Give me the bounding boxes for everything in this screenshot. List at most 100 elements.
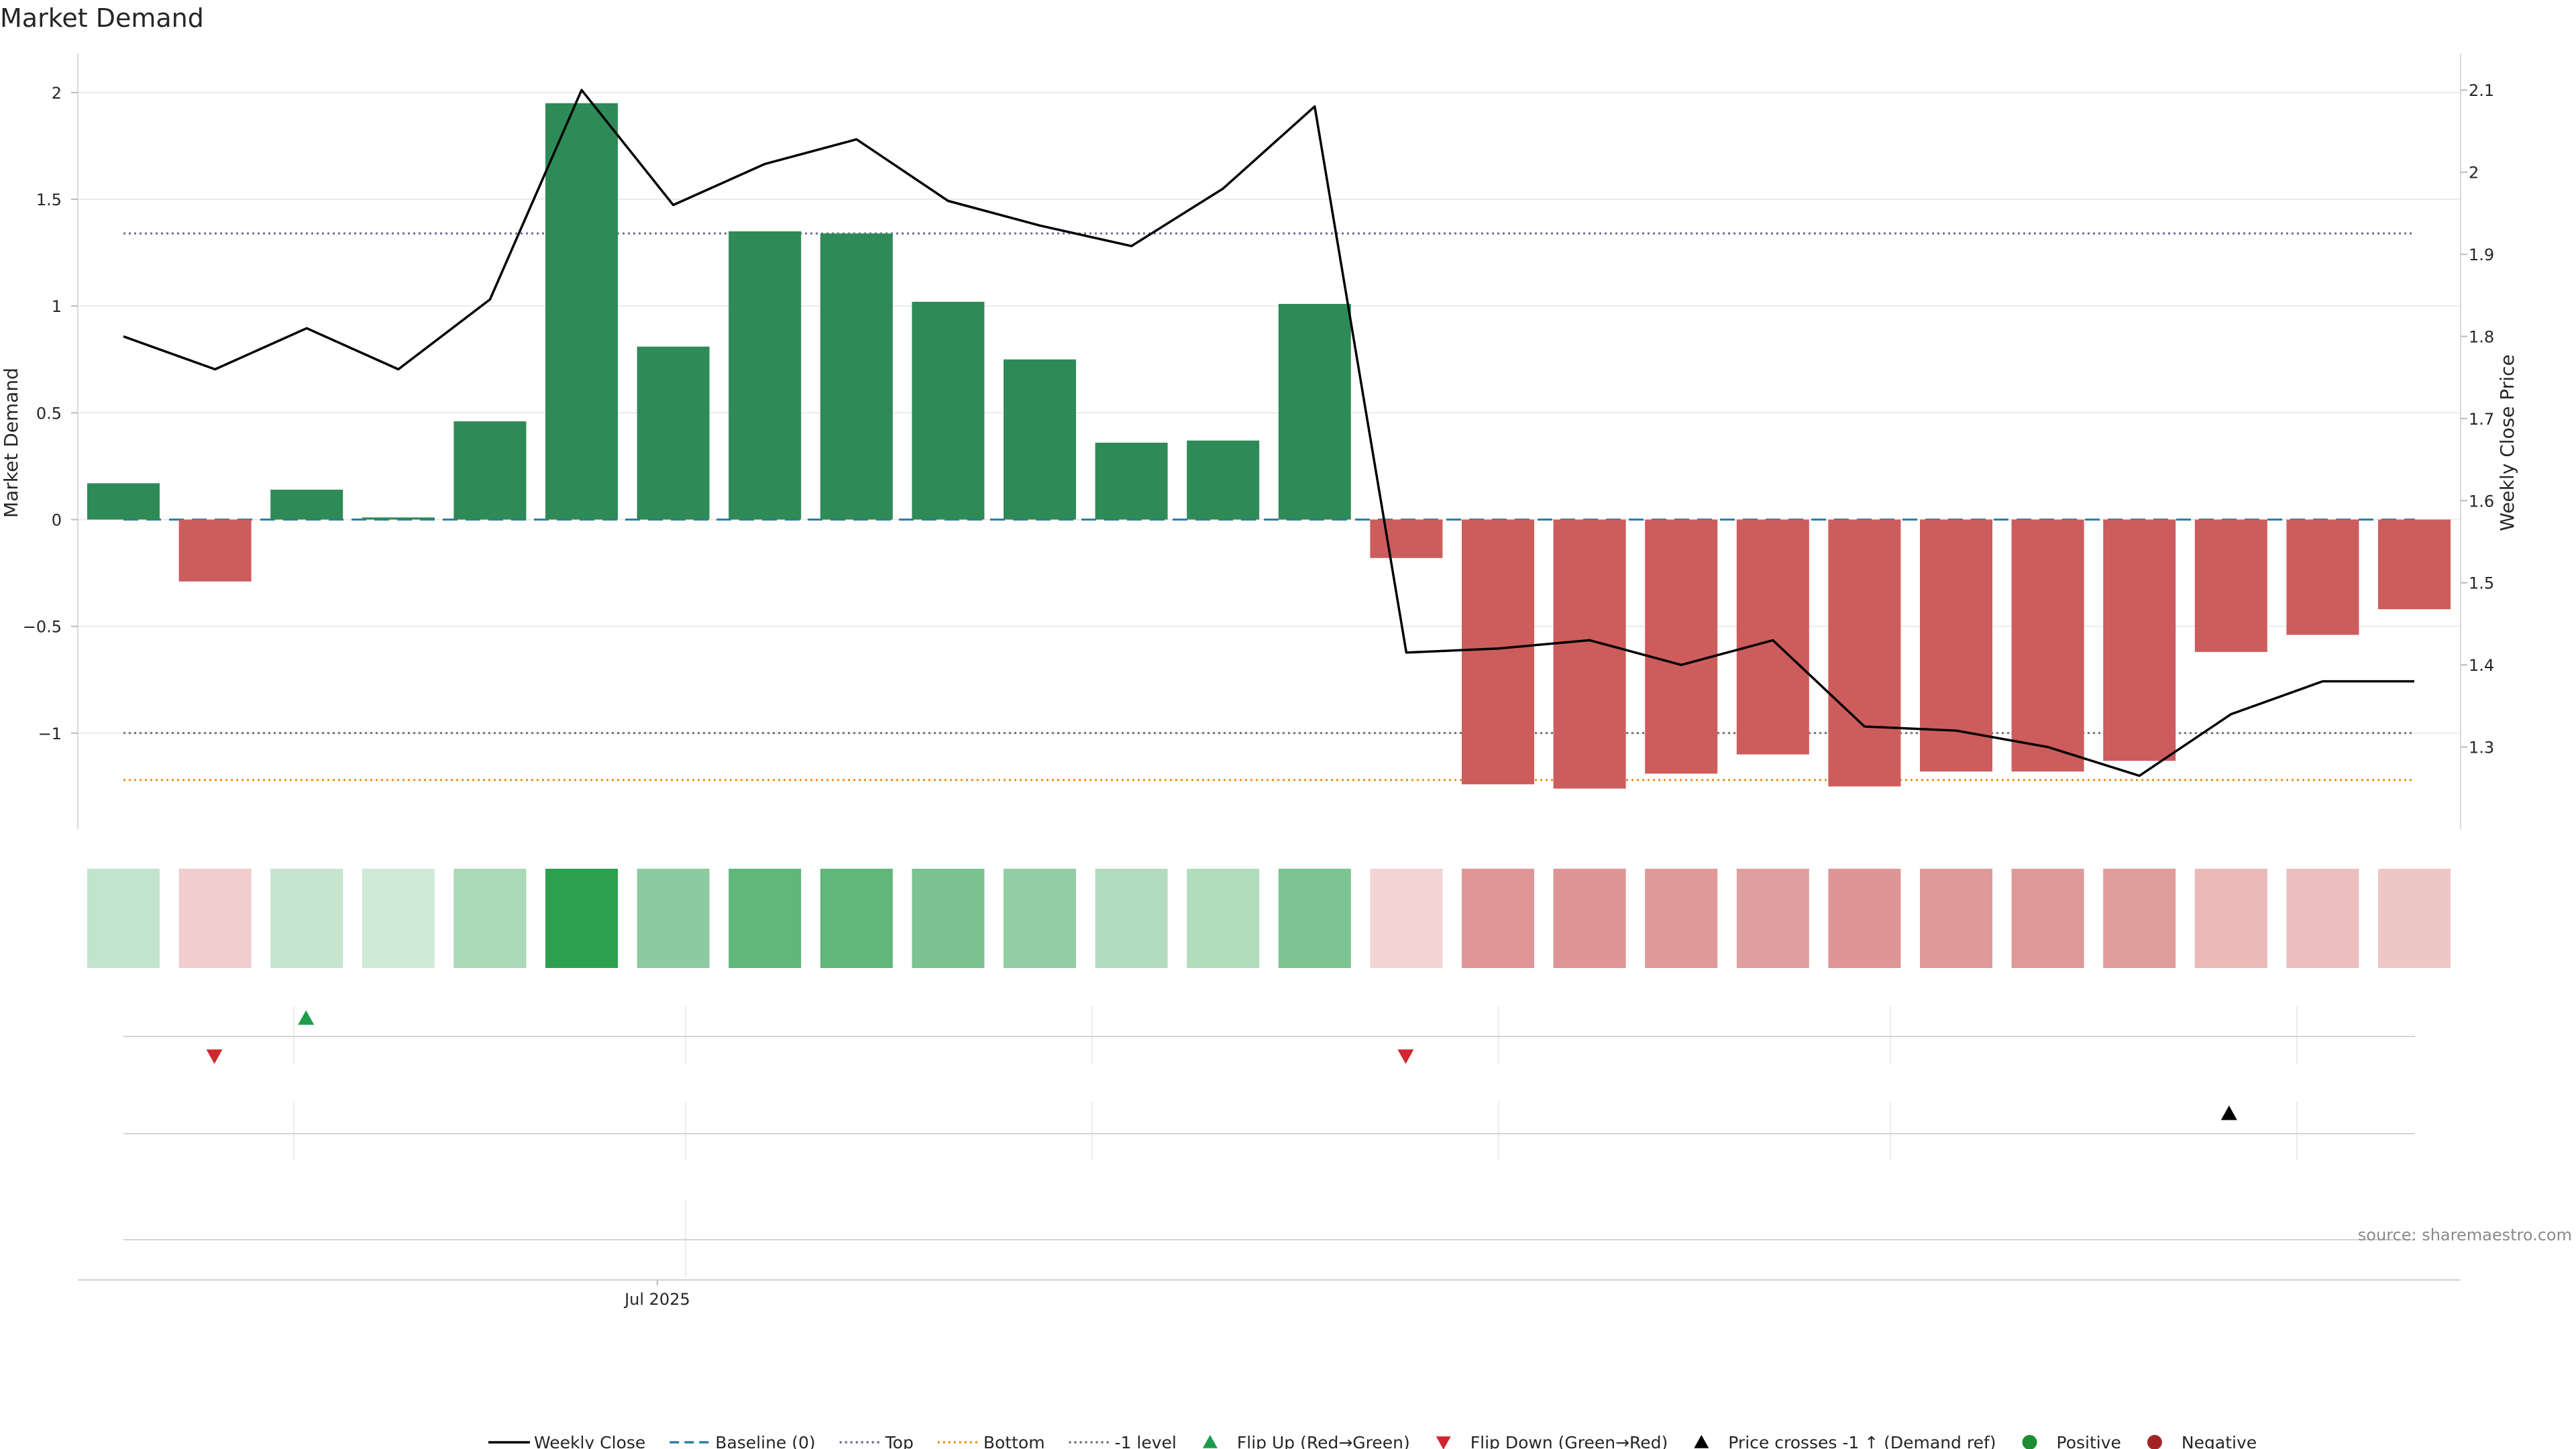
legend-item: Positive (2022, 1433, 2121, 1449)
demand-bar (729, 231, 802, 520)
left-tick-label: 0.5 (36, 404, 62, 423)
heatmap-cell (2286, 869, 2359, 968)
legend-label: Price crosses -1 ↑ (Demand ref) (1728, 1433, 1996, 1449)
heatmap-cell (178, 869, 252, 968)
heatmap-cell (2103, 869, 2176, 968)
demand-bar (1095, 442, 1168, 520)
demand-heatmap-strip (87, 869, 2451, 968)
demand-bar (545, 103, 618, 520)
legend-item: Top (839, 1433, 914, 1449)
heatmap-cell (1004, 869, 1076, 968)
right-tick-label: 1.3 (2469, 739, 2494, 757)
heatmap-cell (1920, 869, 1992, 968)
legend-item: Baseline (0) (669, 1433, 816, 1449)
heatmap-cell (87, 869, 160, 968)
signal-markers (206, 1010, 2237, 1120)
demand-bar (1920, 519, 1992, 772)
legend-label: Baseline (0) (715, 1433, 815, 1449)
heatmap-cell (912, 869, 985, 968)
legend-label: Top (885, 1433, 914, 1449)
right-tick-label: 1.9 (2469, 246, 2494, 264)
legend-item: Weekly Close (488, 1433, 645, 1449)
right-tick-label: 2.1 (2469, 81, 2494, 100)
signal-panels (123, 1006, 2415, 1278)
legend-item: Negative (2147, 1433, 2257, 1449)
legend-label: Bottom (983, 1433, 1045, 1449)
demand-bar (1462, 519, 1534, 785)
demand-bar (2194, 519, 2267, 652)
x-tick-label: Jul 2025 (623, 1290, 690, 1309)
legend-swatch (2022, 1435, 2037, 1449)
heatmap-cell (1553, 869, 1626, 968)
left-tick-label: −1 (38, 724, 62, 743)
heatmap-cell (270, 869, 343, 968)
left-tick-label: 0 (52, 511, 62, 529)
demand-bar (2286, 519, 2359, 635)
heatmap-cell (2011, 869, 2084, 968)
legend-item: Flip Up (Red→Green) (1202, 1433, 1410, 1449)
demand-bar (2378, 519, 2451, 610)
demand-bar (2011, 519, 2084, 772)
heatmap-cell (1278, 869, 1351, 968)
right-tick-label: 2 (2469, 164, 2479, 182)
heatmap-cell (820, 869, 893, 968)
demand-bar (820, 233, 893, 520)
left-tick-label: 2 (52, 84, 62, 103)
weekly-close-series (123, 89, 2414, 777)
legend-swatch (1202, 1435, 1218, 1448)
demand-bar (178, 519, 252, 582)
legend-item: Price crosses -1 ↑ (Demand ref) (1694, 1433, 1996, 1449)
heatmap-cell (2378, 869, 2451, 968)
legend-label: Flip Up (Red→Green) (1237, 1433, 1410, 1449)
right-tick-label: 1.5 (2469, 574, 2494, 593)
demand-bar (270, 489, 343, 520)
demand-bar (1004, 359, 1076, 520)
demand-bar (362, 517, 435, 520)
demand-bar (87, 483, 160, 520)
left-tick-label: 1 (52, 297, 62, 316)
heatmap-cell (1095, 869, 1168, 968)
legend-swatch (1694, 1435, 1709, 1448)
heatmap-cell (1828, 869, 1901, 968)
reference-lines (123, 232, 2415, 782)
heatmap-cell (2194, 869, 2267, 968)
legend-item: Flip Down (Green→Red) (1436, 1433, 1668, 1449)
heatmap-cell (1462, 869, 1534, 968)
demand-bar (1553, 519, 1626, 789)
heatmap-cell (545, 869, 618, 968)
right-tick-label: 1.8 (2469, 327, 2494, 346)
flip-up-marker (298, 1010, 315, 1025)
legend-label: Weekly Close (534, 1433, 645, 1449)
legend-swatch (2147, 1435, 2162, 1449)
heatmap-cell (453, 869, 527, 968)
left-axis-label: Market Demand (0, 368, 22, 518)
heatmap-cell (637, 869, 710, 968)
weekly-close-line (123, 89, 2414, 777)
demand-bar (2103, 519, 2176, 761)
flip-down-marker (1397, 1049, 1414, 1064)
axes: 2 1.5 1 0.5 0 −0.5 −1 2.1 2 1.9 1.8 1.7 1.6 1.5 1.4 1.3… (23, 54, 2494, 1309)
source-note: source: sharemaestro.com (2358, 1226, 2572, 1244)
heatmap-cell (1187, 869, 1260, 968)
right-tick-label: 1.4 (2469, 656, 2494, 675)
demand-bar (1828, 519, 1901, 787)
left-tick-label: 1.5 (36, 191, 62, 209)
legend-label: Positive (2057, 1433, 2121, 1449)
heatmap-cell (729, 869, 802, 968)
right-tick-label: 1.7 (2469, 410, 2494, 429)
legend: Weekly Close Baseline (0) Top Bottom -1 leve… (488, 1433, 2257, 1449)
left-tick-label: −0.5 (23, 618, 62, 637)
demand-bar (453, 421, 527, 520)
legend-label: Flip Down (Green→Red) (1470, 1433, 1668, 1449)
legend-label: Negative (2182, 1433, 2257, 1449)
demand-bar (637, 346, 710, 520)
demand-bar (1736, 519, 1809, 755)
demand-bar (1187, 440, 1260, 520)
heatmap-cell (362, 869, 435, 968)
price-cross-marker (2220, 1106, 2237, 1120)
legend-item: -1 level (1069, 1433, 1177, 1449)
chart-title: Market Demand (0, 3, 204, 33)
legend-label: -1 level (1115, 1433, 1177, 1449)
